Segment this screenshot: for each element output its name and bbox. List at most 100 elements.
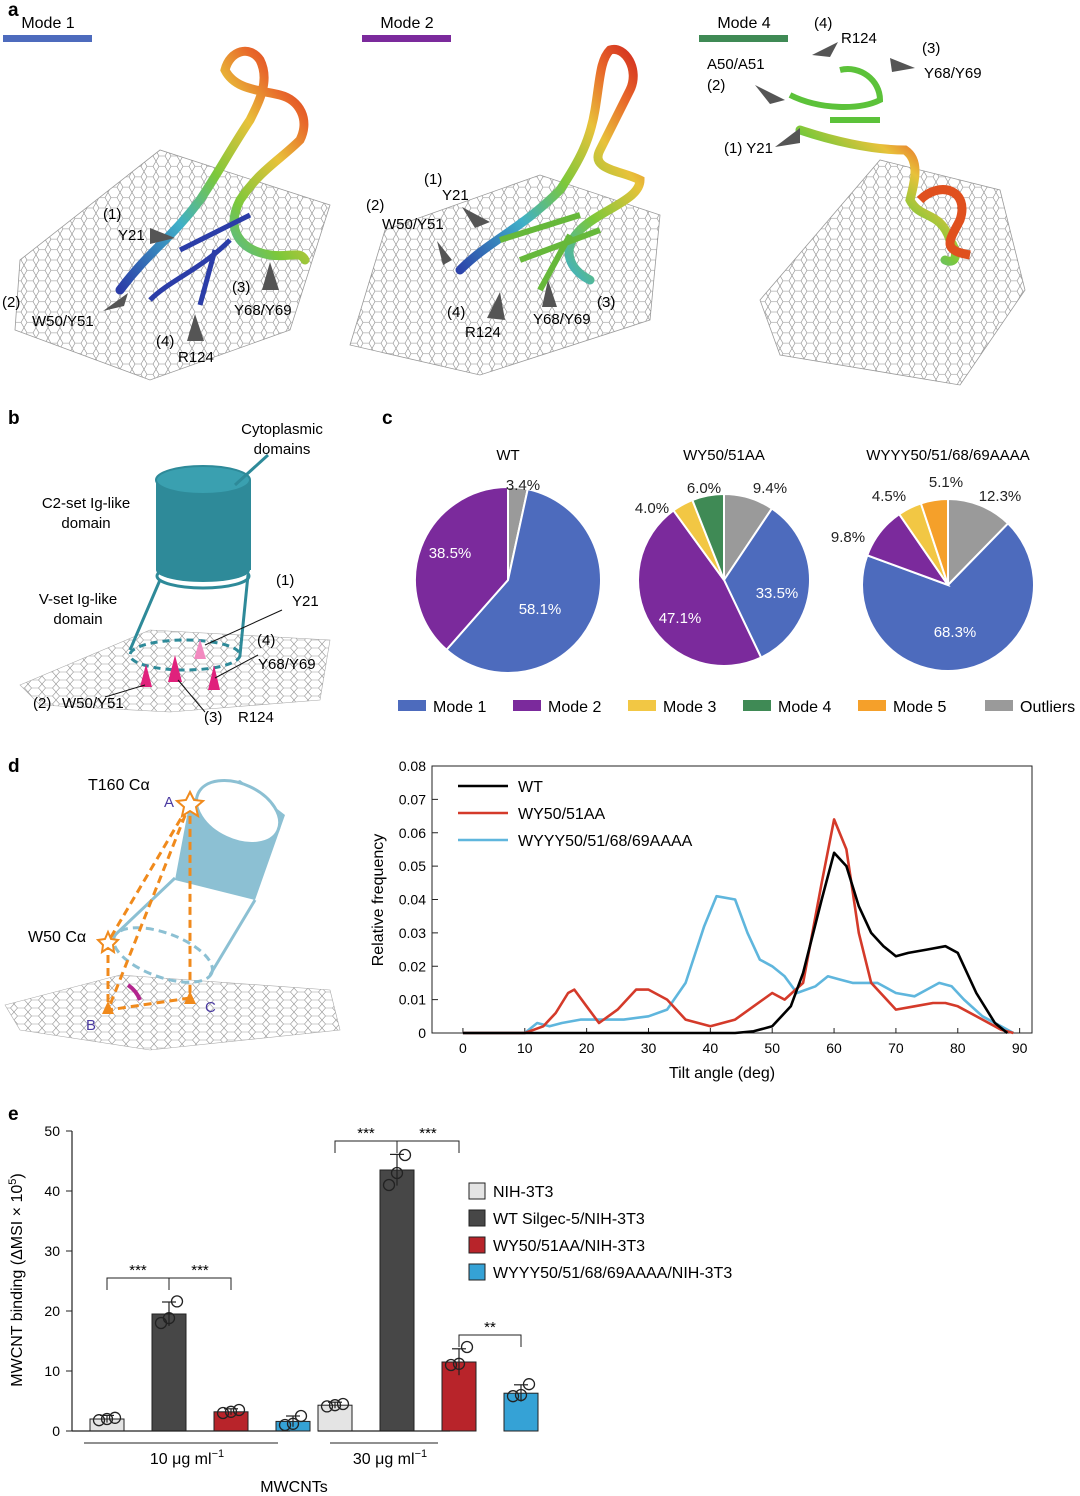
pie-value-outliers: 12.3%	[979, 488, 1022, 505]
pie-value-mode-1: 58.1%	[519, 601, 562, 618]
data-point	[162, 1312, 176, 1325]
b-res4-num: (4)	[257, 632, 275, 649]
legend-label-mode-2: Mode 2	[548, 699, 601, 716]
y-axis-title: MWCNT binding (ΔMSI × 105)	[7, 1173, 26, 1386]
panel-c: c WT 58.1% 38.5% 3.4% WY50/51AA 33.5% 47.1% 4.0…	[382, 408, 1075, 716]
y-tick-label: 0	[52, 1423, 60, 1439]
b-vset-line2: domain	[53, 611, 102, 628]
b-vset-cylinder-sides	[128, 574, 250, 656]
pie-slice-mode-2	[637, 509, 763, 667]
bar-wt-silgec-5-nih-3t3-g0	[151, 1313, 187, 1432]
pie-slice-mode-5	[919, 497, 949, 586]
data-point	[320, 1400, 334, 1413]
b-residue-w50	[140, 664, 152, 687]
mode4-title: Mode 4	[717, 15, 770, 32]
legend-label-wyyy50-51-68-69aaaa-nih-3t3: WYYY50/51/68/69AAAA/NIH-3T3	[493, 1265, 732, 1282]
legend-label-mode-1: Mode 1	[433, 699, 486, 716]
mode2-arrow-1	[462, 207, 490, 228]
legend-label-outliers: Outliers	[1020, 699, 1075, 716]
b-cytoplasmic-line1: Cytoplasmic	[241, 421, 323, 438]
mode2-title: Mode 2	[380, 15, 433, 32]
group-label-superscript: −1	[415, 1448, 428, 1460]
b-res3-num: (3)	[204, 709, 222, 726]
y-tick-label: 0.02	[399, 958, 426, 974]
pie-slice-mode-1	[722, 507, 811, 659]
b-leader-w50	[104, 684, 146, 698]
panel-e: e 0 10 20 30 40 50 MWCNT binding (ΔMSI × 105) 1…	[7, 1104, 732, 1496]
b-c2set-cylinder-bottom	[156, 558, 250, 582]
group-label: 30 μg ml−1	[353, 1448, 427, 1468]
x-tick-label: 80	[950, 1040, 966, 1056]
data-point	[100, 1412, 114, 1426]
b-res2-name: W50/Y51	[62, 695, 124, 712]
legend-label-wt-silgec-5-nih-3t3: WT Silgec-5/NIH-3T3	[493, 1211, 645, 1228]
mode4-nanotube-surface	[759, 159, 1026, 386]
b-res3-name: R124	[238, 709, 274, 726]
mode4-arrow-1	[775, 128, 800, 147]
x-tick-label: 30	[641, 1040, 657, 1056]
y-axis-title-superscript: 5	[7, 1179, 19, 1185]
b-cytoplasmic-line2: domains	[254, 441, 311, 458]
mode4-label-3-num: (3)	[922, 40, 940, 57]
data-point	[232, 1403, 246, 1417]
legend-swatch-wt-silgec-5-nih-3t3	[468, 1209, 486, 1227]
legend-swatch-mode-4	[743, 700, 771, 711]
pie-value-mode-2: 38.5%	[429, 545, 472, 562]
d-lower-cylinder-sides	[113, 876, 257, 976]
data-point	[92, 1414, 106, 1427]
d-w50-label: W50 Cα	[28, 929, 86, 946]
mode1-arrow-1	[150, 228, 175, 244]
legend-swatch-wy50-51aa-nih-3t3	[468, 1236, 486, 1254]
d-point-b-label: B	[86, 1017, 96, 1034]
panel-c-letter: c	[382, 408, 393, 429]
mode2-structure: Mode 2 (1) Y21 (2) W50/Y51 (4) R124 Y68/…	[349, 15, 661, 376]
mode1-label-2-res: W50/Y51	[32, 313, 94, 330]
x-tick-label: 50	[764, 1040, 780, 1056]
data-point	[216, 1406, 230, 1420]
significance-bracket	[334, 1140, 398, 1153]
data-point	[522, 1378, 536, 1391]
mode1-arrow-4	[187, 314, 204, 341]
d-point-c-marker	[184, 991, 196, 1004]
significance-bracket	[106, 1277, 170, 1290]
mode1-title: Mode 1	[21, 15, 74, 32]
mode4-arrow-4	[812, 42, 838, 57]
pie-slice-mode-4	[691, 492, 725, 581]
d-tilt-angle-arc	[126, 983, 142, 1001]
mode2-arrow-3	[542, 280, 557, 307]
mode2-arrow-4	[487, 292, 505, 320]
x-tick-label: 90	[1012, 1040, 1028, 1056]
legend-label-wy50-51aa-nih-3t3: WY50/51AA/NIH-3T3	[493, 1238, 645, 1255]
d-point-c-label: C	[205, 999, 216, 1016]
b-res2-num: (2)	[33, 695, 51, 712]
data-point	[452, 1357, 466, 1370]
panel-b-letter: b	[8, 408, 20, 429]
data-point	[108, 1411, 122, 1424]
pie-value-outliers: 9.4%	[753, 480, 787, 497]
mode4-label-3-res: Y68/Y69	[924, 65, 982, 82]
mode2-label-4-num: (4)	[447, 304, 465, 321]
mode2-label-2-num: (2)	[366, 197, 384, 214]
mode4-ribbon-strands	[788, 66, 884, 123]
mode4-label-4-res: R124	[841, 30, 877, 47]
d-point-b-marker	[102, 1001, 114, 1014]
mode1-label-4-num: (4)	[156, 333, 174, 350]
legend-swatch-mode-5	[858, 700, 886, 711]
pie-wy50-51aa: WY50/51AA 33.5% 47.1% 4.0% 6.0% 9.4%	[635, 447, 811, 667]
legend-label-nih-3t3: NIH-3T3	[493, 1184, 554, 1201]
pie-slice-mode-1	[861, 522, 1035, 672]
mode1-arrow-2	[103, 293, 128, 311]
b-residue-y21	[194, 639, 206, 659]
d-point-a-label: A	[164, 794, 174, 811]
mode1-label-3-num: (3)	[232, 279, 250, 296]
pie-value-mode-1: 33.5%	[756, 585, 799, 602]
d-lower-cylinder-ring	[112, 926, 214, 984]
pie-title-wt: WT	[496, 447, 519, 464]
mode2-arrow-2	[437, 241, 452, 265]
pie-value-mode-2: 47.1%	[659, 610, 702, 627]
pie-wt: WT 58.1% 38.5% 3.4%	[414, 447, 602, 674]
x-axis-title: Tilt angle (deg)	[669, 1065, 775, 1082]
panel-a: a Mode 1 (1) Y21 (2) W50/Y51 (3) Y68/Y69…	[2, 0, 1026, 386]
data-point	[398, 1148, 412, 1162]
